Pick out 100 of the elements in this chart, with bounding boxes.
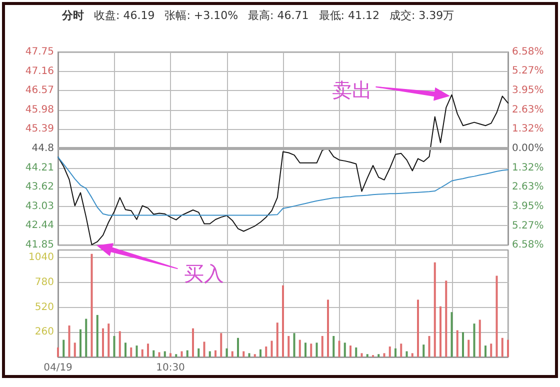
y2-tick-label: 3.95% xyxy=(512,85,544,96)
y-tick-label: 780 xyxy=(34,276,54,288)
bar xyxy=(203,342,206,357)
bar xyxy=(400,344,402,357)
bar xyxy=(113,336,116,357)
bar xyxy=(417,300,419,357)
bar xyxy=(450,312,453,357)
y-tick-label: 45.98 xyxy=(25,104,54,116)
y-tick-label: 46.57 xyxy=(25,85,54,96)
y2-tick-label: 0.00% xyxy=(512,143,544,154)
bar xyxy=(344,342,346,357)
bar xyxy=(388,346,391,357)
bar xyxy=(62,340,65,357)
bar xyxy=(445,280,448,357)
bar xyxy=(338,340,340,357)
bar xyxy=(74,342,76,357)
bar xyxy=(130,347,132,357)
text: 最低: 41.12 xyxy=(318,9,380,22)
bar xyxy=(198,348,200,357)
bar xyxy=(147,344,149,357)
x-tick-label: 10:30 xyxy=(156,362,185,374)
bar xyxy=(310,344,312,357)
y2-tick-label: 2.63% xyxy=(512,182,544,193)
bar xyxy=(428,336,430,357)
bar xyxy=(226,348,228,357)
bar xyxy=(288,336,290,357)
y-tick-label: 47.16 xyxy=(25,66,54,77)
bar xyxy=(484,346,486,357)
bar xyxy=(237,338,239,357)
bar xyxy=(254,354,256,357)
x-tick-label: 04/19 xyxy=(44,362,72,374)
bar xyxy=(260,349,262,357)
bar xyxy=(293,333,296,357)
y2-tick-label: 1.32% xyxy=(512,162,544,174)
bar xyxy=(220,333,222,357)
line-series xyxy=(58,156,508,216)
bar xyxy=(152,350,155,357)
bar xyxy=(383,353,386,357)
y2-tick-label: 2.63% xyxy=(512,104,544,116)
y2-tick-label: 6.58% xyxy=(512,240,544,250)
bar xyxy=(276,322,278,357)
bar xyxy=(434,262,436,357)
bar xyxy=(321,336,324,357)
chart-title: 分时 xyxy=(61,9,84,22)
y-tick-label: 45.39 xyxy=(25,124,54,135)
bar xyxy=(507,340,509,357)
bar xyxy=(265,346,268,357)
y-tick-label: 44.21 xyxy=(25,162,54,174)
bar xyxy=(231,351,234,357)
bar xyxy=(242,351,245,357)
bar xyxy=(85,318,88,357)
bar xyxy=(124,342,126,357)
text: 收盘: 46.19 xyxy=(94,9,155,22)
text: 最高: 46.71 xyxy=(248,9,309,22)
bar xyxy=(270,340,273,357)
bar xyxy=(394,348,396,357)
bar xyxy=(282,285,284,357)
bar xyxy=(468,340,470,357)
text: 成交: 3.39万 xyxy=(389,9,454,22)
y2-tick-label: 1.32% xyxy=(512,124,544,135)
y-tick-label: 43.03 xyxy=(25,200,54,212)
bar xyxy=(332,336,335,357)
bar xyxy=(350,346,352,357)
bar xyxy=(462,332,464,357)
bar xyxy=(490,344,492,357)
bar xyxy=(214,350,216,357)
bar xyxy=(170,353,172,357)
bar xyxy=(360,353,363,357)
bar xyxy=(440,306,442,357)
y-tick-label: 43.62 xyxy=(25,182,54,193)
bar xyxy=(422,344,425,357)
bar xyxy=(496,276,498,357)
bar xyxy=(90,254,93,357)
bar xyxy=(108,324,110,357)
bar xyxy=(411,353,414,357)
bar xyxy=(175,354,178,357)
bar xyxy=(141,349,144,357)
bar xyxy=(248,353,250,357)
bar xyxy=(186,350,188,357)
bar xyxy=(456,330,458,357)
bar xyxy=(478,320,481,357)
bar xyxy=(304,342,306,357)
bar xyxy=(378,354,380,357)
bar xyxy=(96,314,98,357)
bar xyxy=(208,351,211,357)
bar xyxy=(406,351,408,357)
y-tick-label: 520 xyxy=(34,302,54,313)
bar xyxy=(473,324,476,357)
y2-tick-label: 5.27% xyxy=(512,66,544,77)
y2-tick-label: 5.27% xyxy=(512,220,544,232)
bar xyxy=(298,340,301,357)
text: 张幅: +3.10% xyxy=(164,9,238,22)
bar xyxy=(501,338,504,357)
y2-tick-label: 6.58% xyxy=(512,46,544,58)
bar xyxy=(366,354,368,357)
bar xyxy=(164,351,166,357)
y-tick-label: 41.85 xyxy=(25,240,54,250)
bar xyxy=(192,328,194,357)
y-tick-label: 1040 xyxy=(28,252,54,264)
bar xyxy=(68,325,70,357)
